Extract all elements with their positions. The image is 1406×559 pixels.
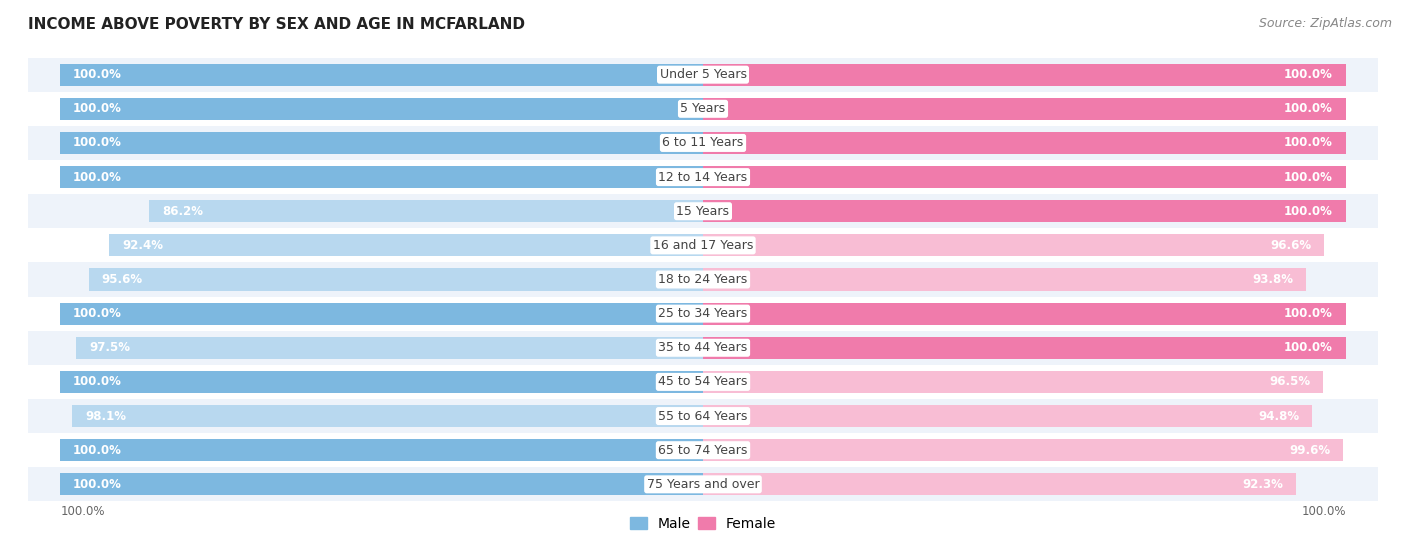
- Bar: [28, 433, 1378, 467]
- Text: 100.0%: 100.0%: [1301, 505, 1346, 518]
- Text: 100.0%: 100.0%: [73, 68, 122, 81]
- Bar: [60, 98, 703, 120]
- Text: 100.0%: 100.0%: [1284, 170, 1333, 183]
- Bar: [703, 439, 1343, 461]
- Bar: [28, 126, 1378, 160]
- Text: 100.0%: 100.0%: [1284, 68, 1333, 81]
- Text: 12 to 14 Years: 12 to 14 Years: [658, 170, 748, 183]
- Text: 97.5%: 97.5%: [89, 342, 131, 354]
- Bar: [28, 365, 1378, 399]
- Text: 65 to 74 Years: 65 to 74 Years: [658, 444, 748, 457]
- Bar: [60, 439, 703, 461]
- Bar: [28, 92, 1378, 126]
- Text: 100.0%: 100.0%: [1284, 307, 1333, 320]
- Text: 100.0%: 100.0%: [1284, 136, 1333, 149]
- Text: 45 to 54 Years: 45 to 54 Years: [658, 376, 748, 389]
- Bar: [703, 302, 1346, 325]
- Text: 15 Years: 15 Years: [676, 205, 730, 217]
- Bar: [28, 194, 1378, 228]
- Bar: [703, 371, 1323, 393]
- Text: 100.0%: 100.0%: [73, 170, 122, 183]
- Text: 92.3%: 92.3%: [1243, 478, 1284, 491]
- Bar: [28, 160, 1378, 194]
- Bar: [60, 64, 703, 86]
- Text: 100.0%: 100.0%: [1284, 205, 1333, 217]
- Text: 100.0%: 100.0%: [73, 376, 122, 389]
- Text: 98.1%: 98.1%: [86, 410, 127, 423]
- Text: 100.0%: 100.0%: [73, 102, 122, 115]
- Text: 95.6%: 95.6%: [101, 273, 142, 286]
- Bar: [28, 297, 1378, 331]
- Text: 96.6%: 96.6%: [1270, 239, 1310, 252]
- Text: 100.0%: 100.0%: [73, 136, 122, 149]
- Text: 93.8%: 93.8%: [1251, 273, 1294, 286]
- Text: 35 to 44 Years: 35 to 44 Years: [658, 342, 748, 354]
- Text: 92.4%: 92.4%: [122, 239, 163, 252]
- Text: 6 to 11 Years: 6 to 11 Years: [662, 136, 744, 149]
- Bar: [110, 234, 703, 257]
- Text: 25 to 34 Years: 25 to 34 Years: [658, 307, 748, 320]
- Bar: [703, 200, 1346, 222]
- Bar: [703, 64, 1346, 86]
- Bar: [703, 405, 1312, 427]
- Bar: [28, 262, 1378, 297]
- Text: 16 and 17 Years: 16 and 17 Years: [652, 239, 754, 252]
- Bar: [28, 467, 1378, 501]
- Legend: Male, Female: Male, Female: [624, 511, 782, 537]
- Text: 86.2%: 86.2%: [162, 205, 202, 217]
- Text: 100.0%: 100.0%: [60, 505, 105, 518]
- Text: 100.0%: 100.0%: [73, 478, 122, 491]
- Text: Source: ZipAtlas.com: Source: ZipAtlas.com: [1258, 17, 1392, 30]
- Bar: [28, 331, 1378, 365]
- Text: Under 5 Years: Under 5 Years: [659, 68, 747, 81]
- Bar: [28, 228, 1378, 262]
- Bar: [703, 268, 1306, 291]
- Text: 55 to 64 Years: 55 to 64 Years: [658, 410, 748, 423]
- Text: 18 to 24 Years: 18 to 24 Years: [658, 273, 748, 286]
- Text: 100.0%: 100.0%: [73, 307, 122, 320]
- Bar: [703, 132, 1346, 154]
- Bar: [28, 399, 1378, 433]
- Bar: [60, 132, 703, 154]
- Bar: [60, 371, 703, 393]
- Bar: [60, 166, 703, 188]
- Text: 96.5%: 96.5%: [1270, 376, 1310, 389]
- Bar: [703, 473, 1296, 495]
- Bar: [73, 405, 703, 427]
- Bar: [149, 200, 703, 222]
- Text: 5 Years: 5 Years: [681, 102, 725, 115]
- Bar: [60, 302, 703, 325]
- Bar: [76, 337, 703, 359]
- Text: 75 Years and over: 75 Years and over: [647, 478, 759, 491]
- Bar: [60, 473, 703, 495]
- Text: 94.8%: 94.8%: [1258, 410, 1299, 423]
- Bar: [89, 268, 703, 291]
- Text: 100.0%: 100.0%: [1284, 102, 1333, 115]
- Bar: [703, 234, 1324, 257]
- Bar: [703, 337, 1346, 359]
- Text: 100.0%: 100.0%: [1284, 342, 1333, 354]
- Text: INCOME ABOVE POVERTY BY SEX AND AGE IN MCFARLAND: INCOME ABOVE POVERTY BY SEX AND AGE IN M…: [28, 17, 524, 32]
- Text: 99.6%: 99.6%: [1289, 444, 1330, 457]
- Bar: [28, 58, 1378, 92]
- Bar: [703, 98, 1346, 120]
- Bar: [703, 166, 1346, 188]
- Text: 100.0%: 100.0%: [73, 444, 122, 457]
